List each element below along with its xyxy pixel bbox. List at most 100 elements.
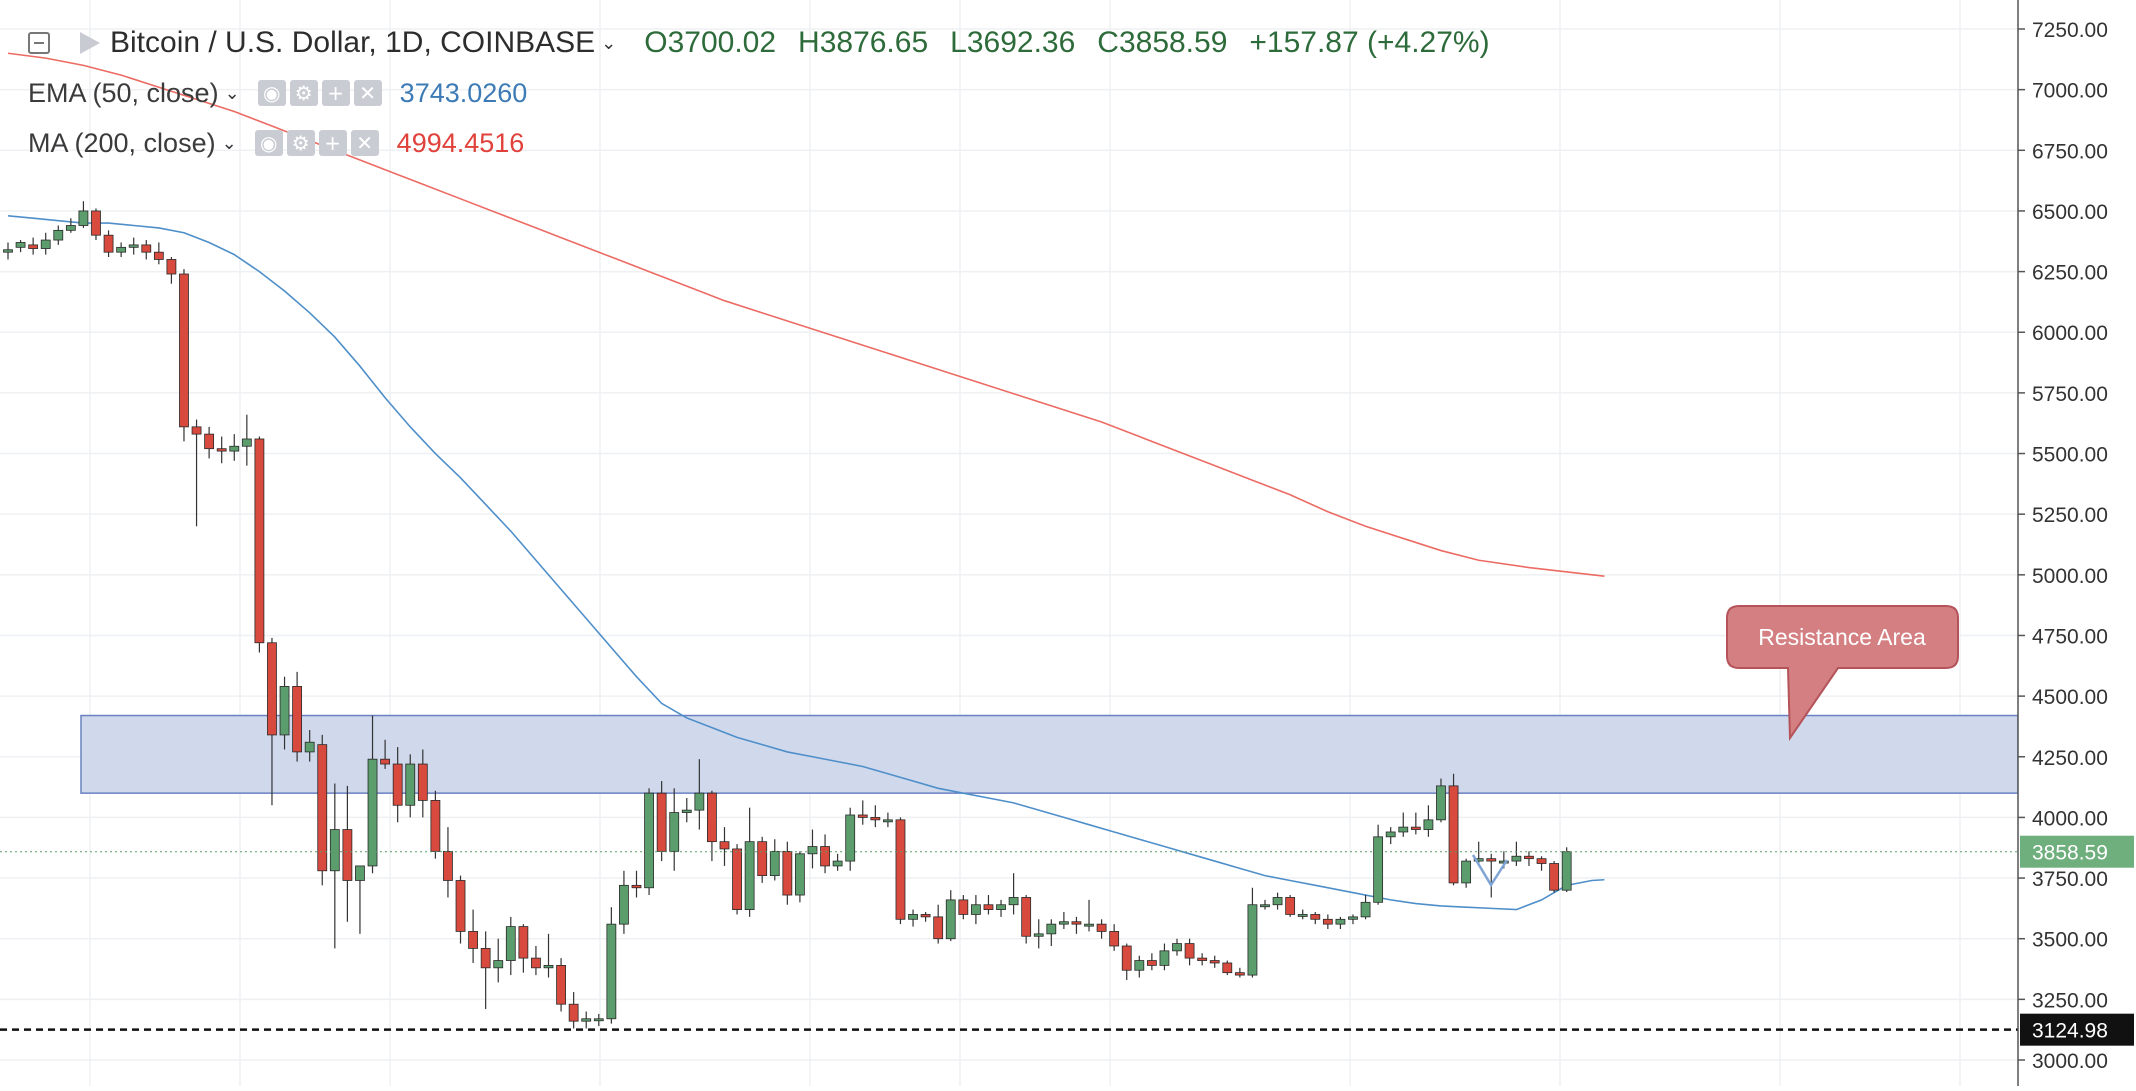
candle[interactable] <box>1058 912 1069 930</box>
ma200-line[interactable] <box>7 52 1605 577</box>
ema50-line[interactable] <box>7 214 1605 911</box>
eye-icon[interactable]: ◉ <box>257 80 286 106</box>
candle[interactable] <box>191 419 202 527</box>
candle[interactable] <box>895 817 906 925</box>
candle[interactable] <box>229 434 240 461</box>
candle[interactable] <box>807 829 818 869</box>
candle[interactable] <box>28 237 39 255</box>
candle[interactable] <box>996 899 1006 917</box>
candle[interactable] <box>141 240 152 260</box>
collapse-icon[interactable] <box>28 32 50 54</box>
candle[interactable] <box>1222 960 1233 976</box>
candle[interactable] <box>15 240 26 253</box>
candle[interactable] <box>1285 895 1296 917</box>
candle[interactable] <box>1121 943 1132 980</box>
chevron-down-icon[interactable]: ⌄ <box>221 132 237 153</box>
candle[interactable] <box>153 242 164 265</box>
candle[interactable] <box>1071 916 1082 934</box>
candle[interactable] <box>1247 887 1258 978</box>
candle[interactable] <box>304 730 315 762</box>
candle[interactable] <box>857 800 868 825</box>
candle[interactable] <box>443 827 453 898</box>
candle[interactable] <box>958 895 969 920</box>
candle[interactable] <box>1146 953 1157 971</box>
candle[interactable] <box>1033 919 1044 949</box>
candle[interactable] <box>669 788 680 871</box>
ma-label[interactable]: MA (200, close) <box>28 127 216 158</box>
chevron-down-icon[interactable]: ⌄ <box>224 82 240 103</box>
flag-icon[interactable] <box>80 32 100 54</box>
candle[interactable] <box>204 426 215 459</box>
eye-icon[interactable]: ◉ <box>254 130 283 156</box>
candle[interactable] <box>455 875 466 944</box>
candle[interactable] <box>367 715 378 874</box>
candle[interactable] <box>1385 827 1396 845</box>
candle[interactable] <box>505 916 516 976</box>
candle[interactable] <box>355 865 365 934</box>
plus-icon[interactable]: + <box>321 80 350 106</box>
resistance-zone-rect[interactable] <box>80 714 2019 794</box>
candle[interactable] <box>1322 914 1333 930</box>
candle[interactable] <box>116 242 127 258</box>
drawing-arrow[interactable] <box>1471 854 1509 888</box>
candle[interactable] <box>983 895 994 915</box>
candle[interactable] <box>820 834 830 874</box>
candle[interactable] <box>568 992 579 1029</box>
candle[interactable] <box>945 890 956 942</box>
plus-icon[interactable]: + <box>318 130 347 156</box>
candle[interactable] <box>707 790 717 862</box>
candle[interactable] <box>1234 967 1245 978</box>
candle[interactable] <box>1398 812 1409 837</box>
candle[interactable] <box>1360 895 1371 920</box>
candle[interactable] <box>1260 899 1270 910</box>
candle[interactable] <box>480 931 491 1010</box>
candle[interactable] <box>417 749 428 818</box>
candle[interactable] <box>1473 841 1484 866</box>
candle[interactable] <box>128 237 139 255</box>
candle[interactable] <box>1297 909 1308 920</box>
candle[interactable] <box>795 851 805 903</box>
candle[interactable] <box>292 671 303 762</box>
candle[interactable] <box>1172 938 1182 956</box>
candle[interactable] <box>1448 773 1459 886</box>
chevron-down-icon[interactable]: ⌄ <box>601 32 617 53</box>
candle[interactable] <box>1436 778 1446 823</box>
candle[interactable] <box>694 759 705 830</box>
candle[interactable] <box>53 225 64 245</box>
candle[interactable] <box>254 436 265 653</box>
candle[interactable] <box>216 436 227 464</box>
candle[interactable] <box>493 938 504 983</box>
candle[interactable] <box>1184 938 1195 966</box>
candle[interactable] <box>556 958 566 1012</box>
candle[interactable] <box>970 895 981 925</box>
candle[interactable] <box>1159 943 1170 971</box>
candle[interactable] <box>581 1011 592 1029</box>
candle[interactable] <box>518 924 529 973</box>
candle[interactable] <box>1272 892 1283 910</box>
candle[interactable] <box>468 909 478 963</box>
candle[interactable] <box>40 232 51 255</box>
candle[interactable] <box>1084 899 1094 932</box>
candle[interactable] <box>870 805 881 828</box>
candle[interactable] <box>619 870 629 934</box>
candle[interactable] <box>769 839 780 881</box>
candle[interactable] <box>757 836 768 883</box>
candle[interactable] <box>656 781 667 862</box>
candle[interactable] <box>392 747 403 823</box>
gear-icon[interactable]: ⚙ <box>286 130 315 156</box>
candle[interactable] <box>1373 824 1384 905</box>
gear-icon[interactable]: ⚙ <box>289 80 318 106</box>
candle[interactable] <box>267 637 277 806</box>
candle[interactable] <box>279 676 290 750</box>
symbol-title[interactable]: Bitcoin / U.S. Dollar, 1D, COINBASE <box>110 26 596 59</box>
candle[interactable] <box>1134 955 1145 978</box>
candle[interactable] <box>543 933 554 978</box>
candle[interactable] <box>681 798 692 823</box>
candle[interactable] <box>91 208 101 241</box>
ema-label[interactable]: EMA (50, close) <box>28 77 219 108</box>
candle[interactable] <box>1096 919 1107 939</box>
candle[interactable] <box>380 739 391 769</box>
candle[interactable] <box>166 257 177 284</box>
